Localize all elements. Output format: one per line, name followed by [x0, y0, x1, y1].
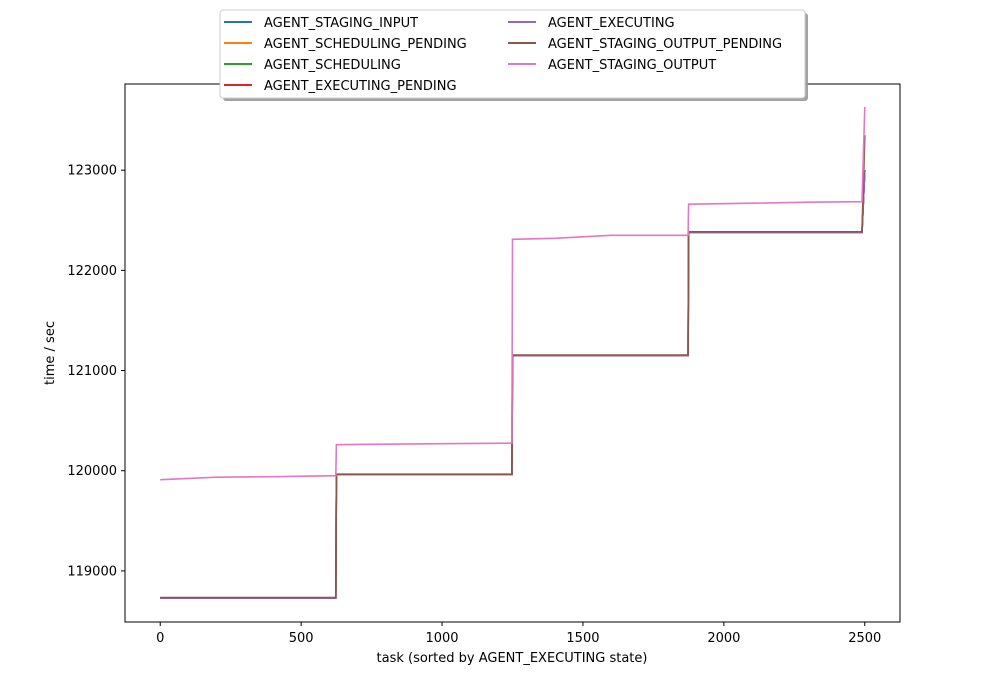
legend-label: AGENT_SCHEDULING_PENDING: [264, 37, 467, 52]
y-tick-label: 121000: [67, 364, 117, 379]
x-tick-label: 500: [289, 631, 314, 646]
x-axis-label: task (sorted by AGENT_EXECUTING state): [377, 651, 648, 666]
y-tick-label: 119000: [67, 564, 117, 579]
x-tick-label: 2000: [707, 631, 740, 646]
legend-label: AGENT_STAGING_INPUT: [264, 16, 418, 31]
series-line-6: [160, 106, 866, 481]
legend-label: AGENT_EXECUTING_PENDING: [264, 79, 457, 94]
legend-label: AGENT_EXECUTING: [548, 16, 675, 31]
series-layer: [160, 106, 866, 599]
legend: AGENT_STAGING_INPUT AGENT_SCHEDULING_PEND…: [219, 9, 808, 101]
x-tick-label: 2500: [848, 631, 881, 646]
legend-box: [219, 9, 806, 99]
legend-label: AGENT_STAGING_OUTPUT: [548, 58, 716, 73]
x-tick-label: 0: [156, 631, 164, 646]
y-axis: 119000 120000 121000 122000 123000: [67, 164, 125, 579]
legend-label: AGENT_SCHEDULING: [264, 58, 401, 73]
y-axis-label: time / sec: [43, 321, 58, 385]
y-tick-label: 122000: [67, 264, 117, 279]
x-tick-label: 1000: [425, 631, 458, 646]
x-axis: 0 500 1000 1500 2000 2500: [156, 622, 881, 646]
y-tick-label: 123000: [67, 164, 117, 179]
x-tick-label: 1500: [566, 631, 599, 646]
legend-label: AGENT_STAGING_OUTPUT_PENDING: [548, 37, 782, 52]
y-tick-label: 120000: [67, 464, 117, 479]
